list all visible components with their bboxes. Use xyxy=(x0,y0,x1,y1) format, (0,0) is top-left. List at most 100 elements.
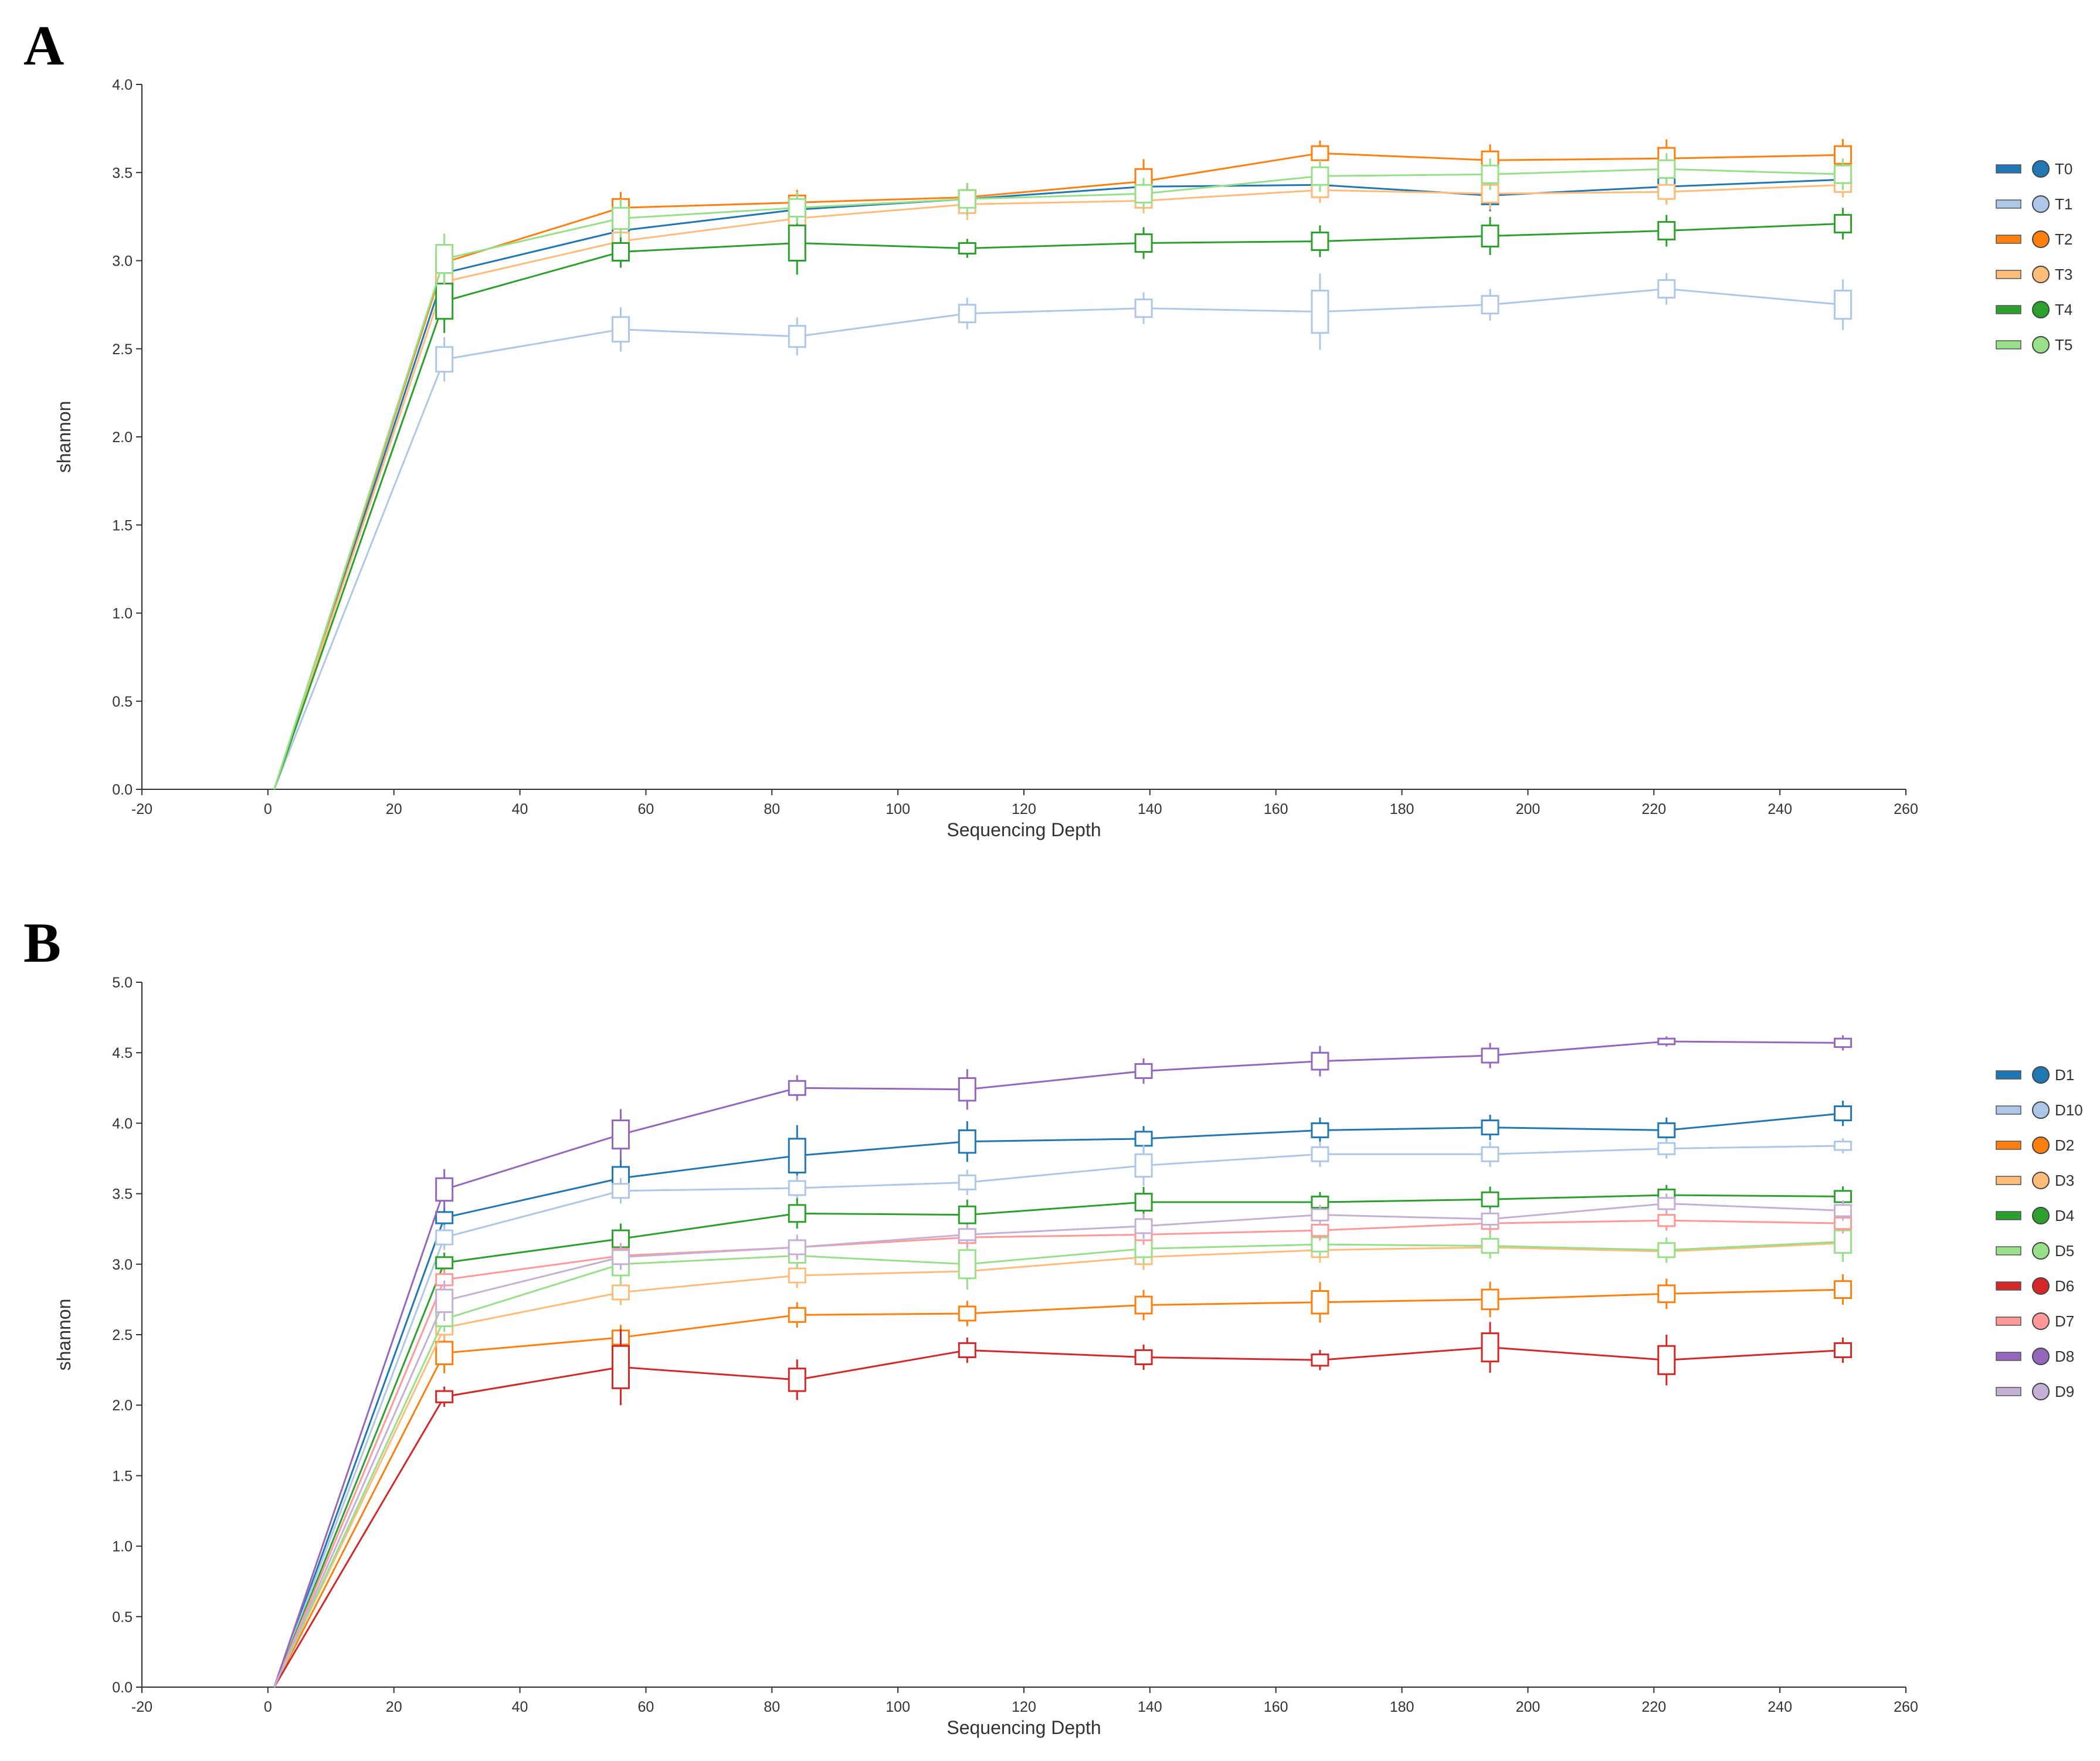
box-mark xyxy=(1311,231,1329,251)
box-mark xyxy=(611,1345,630,1389)
box-mark xyxy=(958,189,976,209)
x-tick-label: 200 xyxy=(1516,1699,1541,1715)
series-D6 xyxy=(273,1322,1853,1688)
legend-swatch xyxy=(1996,340,2021,350)
series-D7 xyxy=(273,1210,1853,1688)
legend-marker xyxy=(2032,266,2050,283)
legend-marker xyxy=(2032,230,2050,248)
x-axis-title: Sequencing Depth xyxy=(946,819,1101,840)
box-mark xyxy=(1481,1212,1499,1226)
legend-swatch xyxy=(1996,164,2021,174)
legend-swatch xyxy=(1996,1176,2021,1185)
legend-label: T1 xyxy=(2055,195,2072,213)
box-mark xyxy=(958,1205,976,1224)
legend-marker xyxy=(2032,301,2050,318)
box-mark xyxy=(1657,220,1676,240)
legend-marker xyxy=(2032,1101,2050,1119)
x-tick-label: 120 xyxy=(1012,801,1036,817)
box-mark xyxy=(958,242,976,255)
x-tick-label: 160 xyxy=(1264,801,1288,817)
series-D1 xyxy=(273,1100,1853,1688)
box-mark xyxy=(1834,1229,1853,1254)
legend-label: T4 xyxy=(2055,301,2072,318)
y-tick-label: 1.0 xyxy=(112,1539,133,1555)
x-tick-label: 180 xyxy=(1390,801,1414,817)
y-tick-label: 5.0 xyxy=(112,975,133,991)
series-line xyxy=(273,1145,1843,1688)
x-tick-label: 240 xyxy=(1767,801,1792,817)
y-tick-label: 1.5 xyxy=(112,1468,133,1484)
box-mark xyxy=(1834,290,1853,320)
legend-swatch xyxy=(1996,1211,2021,1220)
box-mark xyxy=(435,1177,454,1202)
series-line xyxy=(273,184,1843,790)
box-mark xyxy=(788,224,806,262)
box-mark xyxy=(435,1256,454,1270)
box-mark xyxy=(958,1305,976,1322)
box-mark xyxy=(958,1129,976,1154)
x-tick-label: 220 xyxy=(1641,1699,1666,1715)
box-mark xyxy=(1834,1141,1853,1151)
box-mark xyxy=(435,243,454,274)
legend-marker xyxy=(2032,1277,2050,1295)
legend-swatch xyxy=(1996,1281,2021,1291)
box-mark xyxy=(788,1239,806,1256)
y-tick-label: 4.5 xyxy=(112,1045,133,1061)
box-mark xyxy=(1834,164,1853,184)
box-mark xyxy=(1834,1342,1853,1358)
box-mark xyxy=(611,316,630,343)
series-T2 xyxy=(273,139,1853,790)
box-mark xyxy=(1657,184,1676,200)
box-mark xyxy=(1657,1142,1676,1155)
series-line xyxy=(273,1240,1843,1688)
box-mark xyxy=(1657,1242,1676,1258)
chart-panel-a: 0.0 0.5 1.0 1.5 2.0 2.5 3.0 3.5 4.0 -20 0 20 40 60 80 1… xyxy=(53,77,2072,840)
box-mark xyxy=(611,206,630,230)
x-tick-label: 140 xyxy=(1138,801,1162,817)
y-tick-label: 1.0 xyxy=(112,606,133,622)
series-line xyxy=(273,178,1843,790)
series-line xyxy=(273,1346,1843,1688)
box-mark xyxy=(1134,1218,1153,1234)
y-tick-label: 3.0 xyxy=(112,1257,133,1273)
box-mark xyxy=(435,1390,454,1403)
legend-label: D3 xyxy=(2055,1172,2074,1189)
series-line xyxy=(273,168,1843,790)
x-tick-label: 260 xyxy=(1894,801,1918,817)
box-mark xyxy=(1311,166,1329,186)
box-mark xyxy=(1834,1280,1853,1299)
x-tick-label: 40 xyxy=(512,801,528,817)
series-D9 xyxy=(273,1193,1853,1688)
box-mark xyxy=(1481,1332,1499,1363)
legend-label: D1 xyxy=(2055,1066,2074,1084)
legend-swatch xyxy=(1996,1316,2021,1326)
x-tick-label: 260 xyxy=(1894,1699,1918,1715)
legend-swatch xyxy=(1996,1070,2021,1080)
y-axis-title: shannon xyxy=(53,401,74,473)
series-line xyxy=(273,1194,1843,1688)
legend-swatch xyxy=(1996,305,2021,314)
box-mark xyxy=(788,1204,806,1223)
y-tick-label: 2.0 xyxy=(112,429,133,446)
legend-label: D2 xyxy=(2055,1136,2074,1154)
y-tick-label: 3.5 xyxy=(112,1186,133,1203)
series-T1 xyxy=(273,273,1853,790)
y-tick-label: 3.5 xyxy=(112,165,133,181)
box-mark xyxy=(1311,1051,1329,1071)
y-tick-label: 0.0 xyxy=(112,1679,133,1696)
series-T5 xyxy=(273,153,1853,790)
legend-label: T2 xyxy=(2055,230,2072,248)
series-line xyxy=(273,1242,1843,1688)
x-tick-label: 100 xyxy=(886,801,910,817)
legend-label: D10 xyxy=(2055,1101,2083,1119)
legend-marker xyxy=(2032,1242,2050,1260)
box-mark xyxy=(1134,233,1153,253)
box-mark xyxy=(1657,1284,1676,1304)
x-tick-label: 60 xyxy=(638,1699,654,1715)
legend-marker xyxy=(2032,1136,2050,1154)
box-mark xyxy=(435,1341,454,1365)
x-tick-label: 60 xyxy=(638,801,654,817)
series-line xyxy=(273,1202,1843,1688)
box-mark xyxy=(435,1229,454,1246)
legend-marker xyxy=(2032,1383,2050,1400)
